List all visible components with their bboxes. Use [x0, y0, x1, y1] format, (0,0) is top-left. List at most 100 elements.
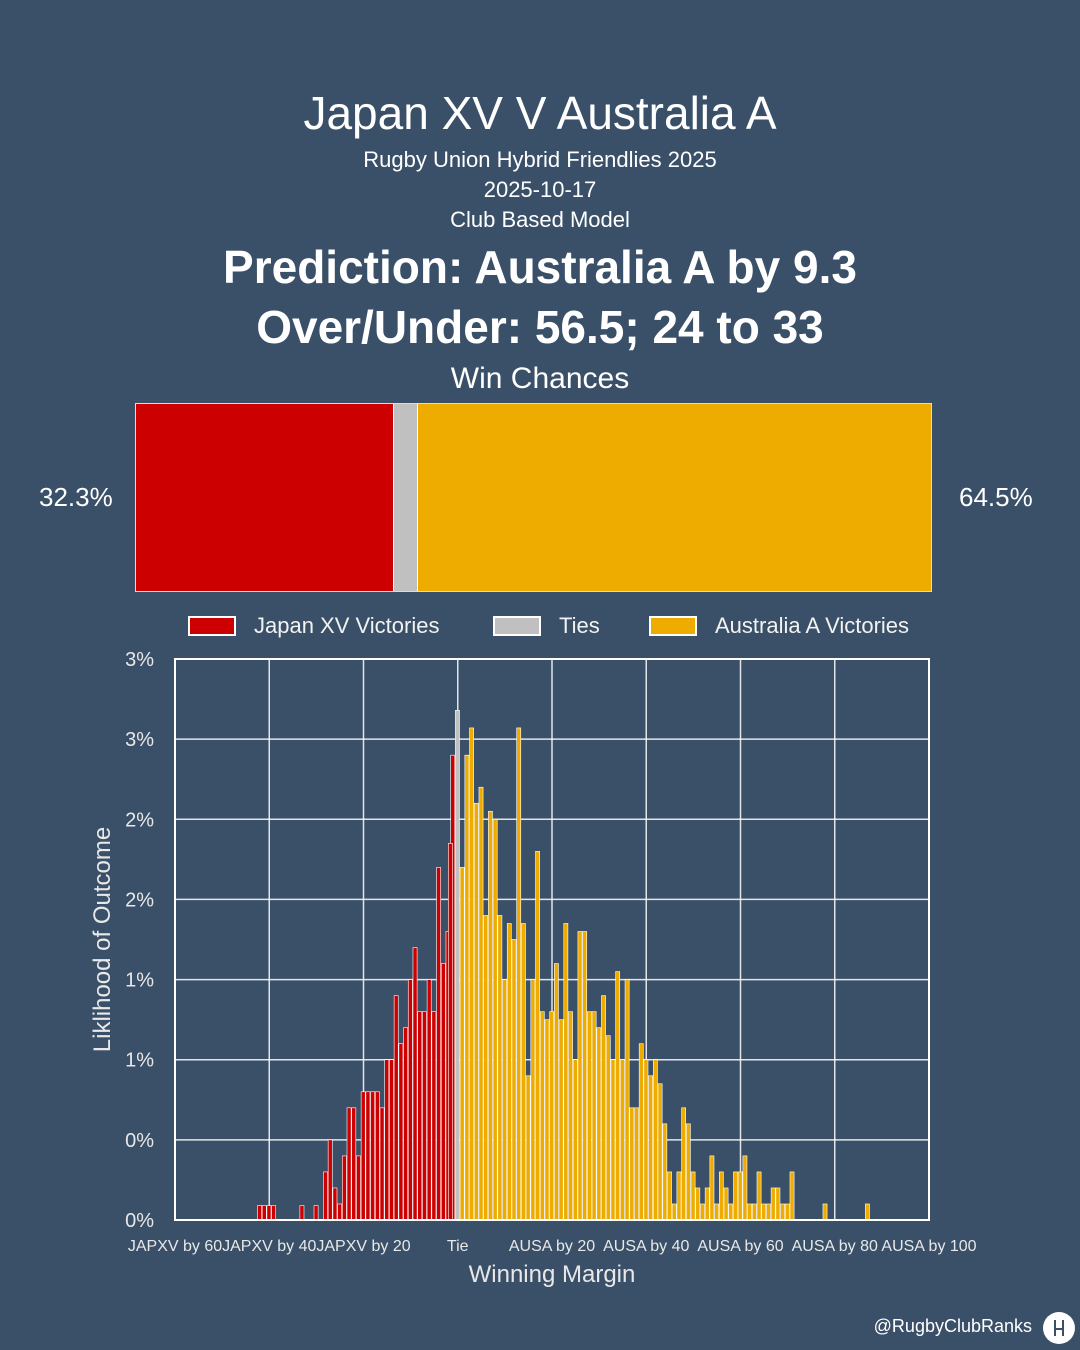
bar-2-56 — [723, 1187, 729, 1221]
bar-0-18 — [379, 1107, 385, 1221]
bar-0-27 — [422, 1011, 427, 1221]
bar-0-22 — [398, 1043, 404, 1221]
bar-2-0 — [459, 867, 465, 1221]
bar-0-3 — [271, 1205, 277, 1221]
bar-0-17 — [374, 1091, 380, 1221]
match-date: 2025-10-17 — [483, 177, 597, 202]
bar-0-30 — [436, 867, 441, 1221]
x-tick-label-5: AUSA by 40 — [603, 1238, 689, 1255]
bar-2-40 — [648, 1075, 654, 1221]
bar-2-20 — [554, 963, 559, 1221]
bar-0-19 — [384, 1059, 390, 1221]
bar-2-10 — [506, 923, 512, 1221]
bar-2-41 — [653, 1059, 658, 1221]
bar-0-0 — [257, 1205, 262, 1221]
bar-2-17 — [539, 1011, 545, 1221]
x-tick-label-0: JAPXV by 60 — [128, 1238, 222, 1255]
bar-0-7 — [327, 1139, 333, 1221]
bar-2-15 — [530, 979, 536, 1221]
bar-2-35 — [624, 979, 630, 1221]
x-tick-label-1: JAPXV by 40 — [222, 1238, 316, 1255]
bar-0-6 — [323, 1171, 328, 1221]
page-title: Japan XV V Australia A — [303, 87, 777, 139]
x-axis-title: Winning Margin — [469, 1261, 636, 1288]
bar-2-36 — [629, 1107, 635, 1221]
bar-2-54 — [714, 1203, 719, 1221]
bar-2-21 — [558, 1019, 564, 1221]
legend-item-tie: Ties — [493, 612, 600, 640]
bar-2-62 — [751, 1203, 757, 1221]
bar-2-30 — [601, 995, 606, 1221]
bar-2-42 — [657, 1083, 663, 1221]
bar-2-68 — [780, 1203, 785, 1221]
bar-2-16 — [535, 851, 540, 1221]
bar-2-2 — [469, 727, 474, 1221]
bar-0-10 — [341, 1155, 347, 1221]
bar-2-72 — [865, 1203, 870, 1221]
bar-2-1 — [464, 754, 470, 1221]
bar-2-70 — [789, 1171, 795, 1221]
bar-0-29 — [431, 1011, 437, 1221]
bar-2-49 — [690, 1171, 696, 1221]
bar-2-33 — [615, 971, 621, 1221]
bar-2-28 — [591, 1011, 597, 1221]
bar-0-21 — [393, 995, 399, 1221]
bar-2-43 — [662, 1123, 668, 1221]
bar-0-23 — [403, 1027, 408, 1221]
bar-0-34 — [448, 843, 453, 1221]
model-name: Club Based Model — [450, 207, 630, 232]
competition-name: Rugby Union Hybrid Friendlies 2025 — [363, 147, 717, 172]
twitter-handle: @RugbyClubRanks — [873, 1316, 1032, 1336]
over-under-text: Over/Under: 56.5; 24 to 33 — [256, 301, 824, 353]
bar-2-18 — [544, 1019, 550, 1221]
bar-2-22 — [563, 923, 569, 1221]
away-win-segment — [418, 404, 931, 591]
y-tick-label-6: 3% — [125, 729, 154, 751]
bar-2-57 — [728, 1203, 734, 1221]
win-chances-bar — [135, 403, 932, 592]
y-tick-label-2: 1% — [125, 1050, 154, 1072]
bar-2-58 — [733, 1171, 738, 1221]
bar-2-37 — [634, 1107, 639, 1221]
x-tick-label-8: AUSA by 100 — [881, 1238, 976, 1255]
bar-2-13 — [521, 923, 526, 1221]
bar-0-14 — [360, 1091, 366, 1221]
bar-2-44 — [667, 1171, 672, 1221]
bar-2-71 — [822, 1203, 828, 1221]
legend-swatch-tie — [493, 616, 541, 636]
bar-2-46 — [676, 1171, 682, 1221]
bar-0-24 — [407, 979, 413, 1221]
bar-2-69 — [784, 1203, 790, 1221]
margin-distribution-chart: 0% 0% 1% 1% 2% 2% 3% 3% JAPXV by 60 JAPXV by 40 JA… — [89, 649, 977, 1288]
bar-2-32 — [610, 1059, 616, 1221]
away-win-percentage: 64.5% — [959, 482, 1033, 512]
bar-2-61 — [747, 1203, 752, 1221]
home-win-percentage: 32.3% — [39, 482, 113, 512]
bar-2-39 — [643, 1059, 649, 1221]
bar-1-0 — [455, 709, 460, 1221]
bar-2-6 — [488, 810, 493, 1221]
bar-2-24 — [572, 1059, 578, 1221]
y-tick-label-0: 0% — [125, 1210, 154, 1232]
x-tick-label-2: JAPXV by 20 — [316, 1238, 410, 1255]
bar-0-5 — [313, 1205, 319, 1221]
bar-0-2 — [266, 1205, 272, 1221]
bar-0-26 — [417, 1011, 423, 1221]
bar-2-27 — [587, 1011, 592, 1221]
y-tick-label-3: 1% — [125, 970, 154, 992]
bar-2-31 — [605, 1035, 611, 1221]
bar-2-53 — [709, 1155, 715, 1221]
bar-0-15 — [365, 1091, 371, 1221]
bar-2-51 — [700, 1203, 705, 1221]
win-chances-title: Win Chances — [450, 362, 630, 395]
bar-2-55 — [718, 1171, 724, 1221]
bar-2-26 — [582, 931, 588, 1221]
y-tick-label-7: 3% — [125, 649, 154, 671]
bar-2-48 — [686, 1123, 691, 1221]
bar-2-64 — [761, 1203, 767, 1221]
legend-swatch-away — [649, 616, 697, 636]
bar-2-29 — [596, 1027, 602, 1221]
bar-0-25 — [412, 947, 418, 1221]
bar-2-59 — [737, 1171, 743, 1221]
bar-2-11 — [511, 939, 517, 1221]
